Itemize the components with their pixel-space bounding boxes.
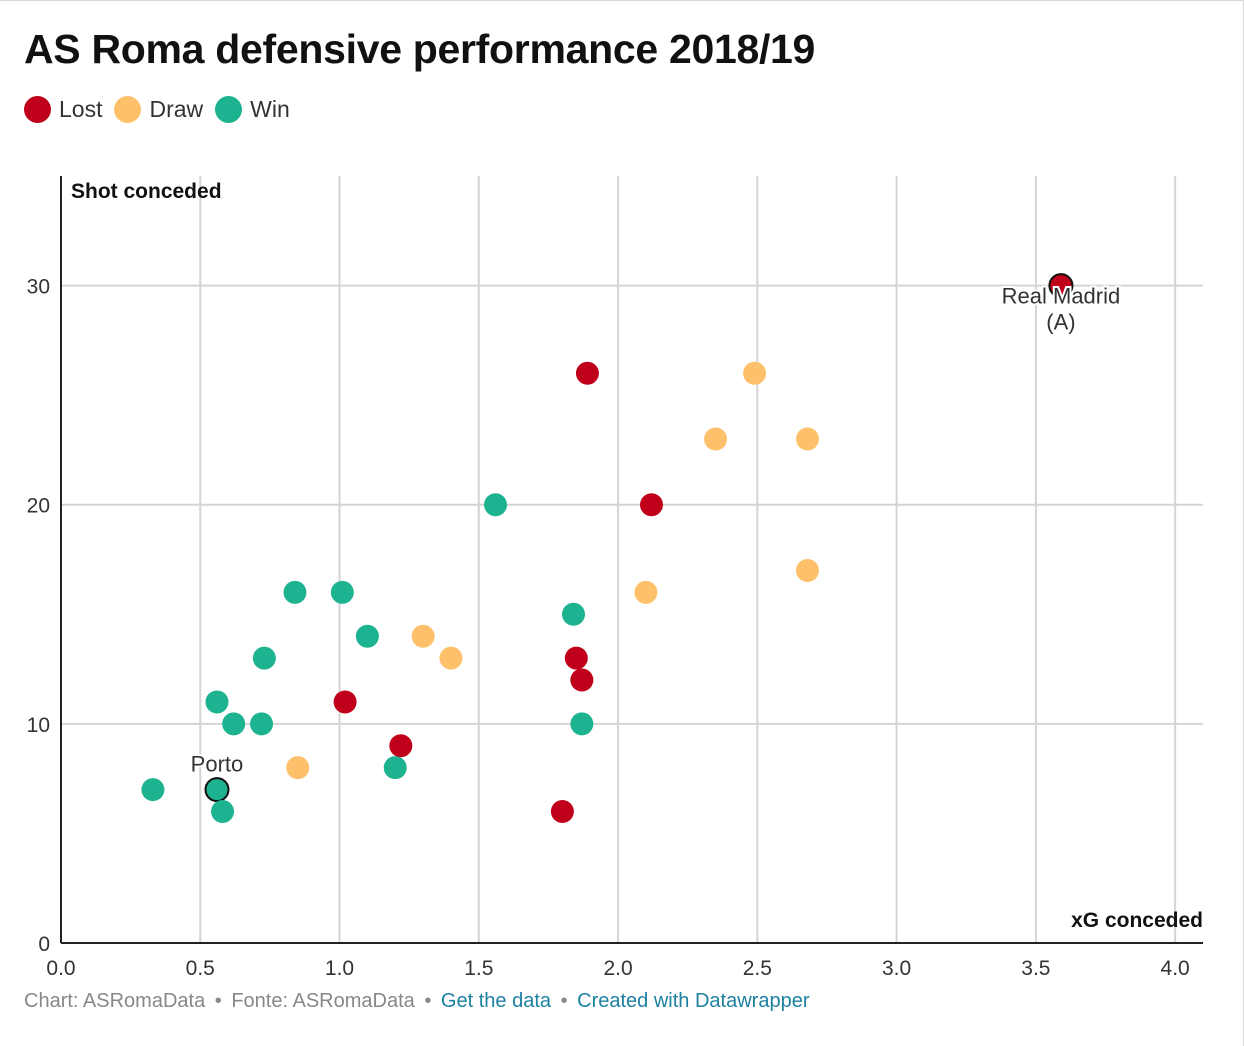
- x-tick-label: 3.5: [1021, 957, 1050, 980]
- created-with-datawrapper-link[interactable]: Created with Datawrapper: [577, 990, 810, 1012]
- data-point-draw: [743, 361, 767, 385]
- x-tick-label: 1.0: [325, 957, 354, 980]
- legend-item-win[interactable]: Win: [215, 96, 290, 123]
- data-point-draw: [704, 427, 728, 451]
- data-point-win: [484, 493, 508, 517]
- x-tick-label: 2.0: [603, 957, 632, 980]
- get-the-data-link[interactable]: Get the data: [440, 990, 551, 1012]
- legend-swatch-draw: [114, 96, 142, 123]
- annotation-label-line2: (A): [1046, 310, 1075, 335]
- x-axis-label: xG conceded: [1071, 909, 1203, 932]
- data-point-lost: [550, 800, 574, 824]
- legend: Lost Draw Win: [24, 96, 302, 123]
- data-point-win: [355, 624, 379, 648]
- annotation-label: Real Madrid: [1002, 284, 1121, 309]
- data-point-win: [250, 712, 274, 736]
- footer-separator: •: [424, 990, 432, 1012]
- y-tick-label: 30: [27, 276, 50, 299]
- x-tick-label: 3.0: [882, 957, 911, 980]
- data-point-lost: [1048, 273, 1074, 299]
- data-point-lost: [389, 734, 413, 758]
- data-point-win: [252, 646, 276, 670]
- y-tick-label: 0: [38, 933, 50, 956]
- data-point-win: [570, 712, 594, 736]
- data-point-win: [222, 712, 246, 736]
- x-tick-label: 0.0: [46, 957, 75, 980]
- data-point-lost: [570, 668, 594, 692]
- data-point-win: [205, 690, 229, 714]
- data-point-win: [330, 580, 354, 604]
- data-point-draw: [795, 427, 819, 451]
- y-tick-label: 10: [27, 714, 50, 737]
- data-point-win: [141, 778, 165, 802]
- y-tick-label: 20: [27, 495, 50, 518]
- data-point-win: [211, 800, 235, 824]
- data-point-lost: [564, 646, 588, 670]
- data-point-draw: [411, 624, 435, 648]
- data-point-draw: [634, 580, 658, 604]
- legend-swatch-lost: [24, 96, 51, 123]
- chart-footer: Chart: ASRomaData • Fonte: ASRomaData • …: [24, 990, 809, 1013]
- data-point-win: [204, 777, 230, 803]
- data-point-lost: [333, 690, 357, 714]
- legend-item-lost[interactable]: Lost: [24, 96, 102, 123]
- annotation-label: Porto: [191, 752, 244, 777]
- y-axis-label: Shot conceded: [71, 180, 222, 203]
- data-point-win: [283, 580, 307, 604]
- legend-swatch-win: [215, 96, 243, 123]
- legend-label-draw: Draw: [149, 96, 204, 122]
- data-point-lost: [639, 493, 663, 517]
- x-tick-label: 1.5: [464, 957, 493, 980]
- footer-separator: •: [214, 990, 222, 1012]
- legend-label-win: Win: [250, 96, 290, 122]
- data-point-draw: [439, 646, 463, 670]
- data-point-lost: [575, 361, 599, 385]
- chart-title: AS Roma defensive performance 2018/19: [24, 26, 816, 72]
- data-source: Fonte: ASRomaData: [231, 990, 415, 1012]
- chart-credit: Chart: ASRomaData: [24, 990, 206, 1012]
- x-tick-label: 2.5: [743, 957, 772, 980]
- data-point-draw: [795, 558, 819, 582]
- footer-separator: •: [560, 990, 568, 1012]
- x-tick-label: 4.0: [1161, 957, 1190, 980]
- data-point-win: [383, 756, 407, 780]
- data-point-draw: [286, 756, 310, 780]
- x-tick-label: 0.5: [186, 957, 215, 980]
- legend-item-draw[interactable]: Draw: [114, 96, 203, 123]
- legend-label-lost: Lost: [59, 96, 103, 122]
- data-point-win: [562, 602, 586, 626]
